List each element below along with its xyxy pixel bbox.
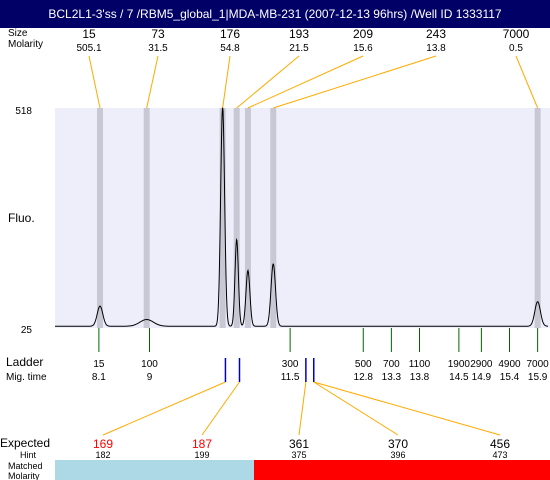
peak-leader-73 bbox=[146, 55, 159, 109]
peak-size-209: 209 bbox=[353, 27, 373, 41]
ladder-label: Ladder bbox=[6, 355, 43, 369]
peak-molarity-176: 54.8 bbox=[220, 43, 240, 54]
expected-header: Expected bbox=[0, 436, 50, 450]
peak-leader-193 bbox=[236, 55, 300, 109]
peak-band-243 bbox=[270, 108, 277, 328]
expected-leader-169 bbox=[102, 381, 226, 436]
peak-molarity-7000: 0.5 bbox=[509, 43, 523, 54]
ladder-migtime-1100: 13.8 bbox=[410, 372, 430, 383]
expected-value-370: 370 bbox=[388, 437, 408, 451]
size-header: Size bbox=[8, 28, 28, 39]
expected-value-456: 456 bbox=[490, 437, 510, 451]
peak-size-243: 243 bbox=[426, 27, 446, 41]
ladder-size-500: 500 bbox=[355, 359, 372, 370]
ladder-size-100: 100 bbox=[141, 359, 158, 370]
peak-leader-15 bbox=[88, 55, 101, 109]
peak-band-73 bbox=[143, 108, 150, 328]
ladder-migtime-4900: 15.4 bbox=[500, 372, 520, 383]
matched-header: Matched bbox=[8, 461, 43, 471]
ladder-size-15: 15 bbox=[93, 359, 105, 370]
ladder-size-300: 300 bbox=[282, 359, 299, 370]
expected-table bbox=[55, 460, 550, 480]
peak-leader-176 bbox=[222, 55, 231, 109]
marker-bands bbox=[55, 108, 550, 328]
y-axis-label: Fluo. bbox=[8, 211, 35, 225]
peak-band-193 bbox=[233, 108, 240, 328]
y-tick-max: 518 bbox=[15, 106, 32, 117]
ladder-migtime-2900: 14.9 bbox=[472, 372, 492, 383]
ladder-migtime-7000: 15.9 bbox=[528, 372, 548, 383]
expected-leader-361 bbox=[298, 381, 307, 436]
peak-size-176: 176 bbox=[220, 27, 240, 41]
molarity-header: Molarity bbox=[8, 39, 43, 50]
peak-size-73: 73 bbox=[151, 27, 165, 41]
peak-size-15: 15 bbox=[82, 27, 96, 41]
ladder-migtime-100: 9 bbox=[147, 372, 153, 383]
peak-leader-243 bbox=[273, 55, 437, 109]
peak-molarity-243: 13.8 bbox=[426, 43, 446, 54]
peak-band-15 bbox=[97, 108, 103, 328]
ladder-migtime-700: 13.3 bbox=[382, 372, 402, 383]
peak-molarity-193: 21.5 bbox=[289, 43, 309, 54]
window-title: BCL2L1-3'ss / 7 /RBM5_global_1|MDA-MB-23… bbox=[0, 0, 550, 28]
ladder-size-1900: 1900 bbox=[448, 359, 471, 370]
peak-band-209 bbox=[244, 108, 251, 328]
expected-value-187: 187 bbox=[192, 437, 212, 451]
peak-leader-7000 bbox=[515, 55, 539, 109]
ladder-migtime-1900: 14.5 bbox=[449, 372, 469, 383]
matched-region bbox=[55, 460, 254, 480]
peak-band-176 bbox=[219, 108, 226, 328]
plot-area bbox=[55, 108, 550, 328]
peak-molarity-209: 15.6 bbox=[353, 43, 373, 54]
peak-band-7000 bbox=[534, 108, 541, 328]
ladder-size-1100: 1100 bbox=[409, 359, 431, 370]
hint-value-370: 396 bbox=[390, 450, 405, 460]
fluorescence-trace bbox=[55, 107, 548, 327]
expected-value-169: 169 bbox=[93, 437, 113, 451]
ladder-migtime-300: 11.5 bbox=[281, 372, 300, 383]
hint-value-187: 199 bbox=[194, 450, 209, 460]
ladder-size-2900: 2900 bbox=[470, 359, 493, 370]
hint-value-361: 375 bbox=[291, 450, 306, 460]
peak-size-193: 193 bbox=[289, 27, 309, 41]
expected-leader-456 bbox=[313, 381, 501, 436]
hint-header: Hint bbox=[20, 450, 37, 460]
ladder-size-7000: 7000 bbox=[527, 359, 550, 370]
hint-value-169: 182 bbox=[95, 450, 110, 460]
migtime-label: Mig. time bbox=[6, 372, 47, 383]
ladder-size-4900: 4900 bbox=[498, 359, 521, 370]
unmatched-region bbox=[254, 460, 550, 480]
hint-value-456: 473 bbox=[492, 450, 507, 460]
expected-leader-187 bbox=[201, 381, 240, 436]
expected-value-361: 361 bbox=[289, 437, 309, 451]
tick-layer bbox=[98, 328, 539, 382]
peak-molarity-15: 505.1 bbox=[76, 43, 101, 54]
ladder-migtime-15: 8.1 bbox=[92, 372, 106, 383]
ladder-migtime-500: 12.8 bbox=[354, 372, 374, 383]
ladder-size-700: 700 bbox=[383, 359, 400, 370]
trace-layer bbox=[55, 107, 548, 327]
y-tick-min: 25 bbox=[21, 325, 33, 336]
expected-leader-370 bbox=[313, 381, 399, 436]
peak-molarity-73: 31.5 bbox=[148, 43, 168, 54]
peak-leader-209 bbox=[247, 55, 364, 109]
molarity-row-header: Molarity bbox=[8, 471, 40, 480]
peak-size-7000: 7000 bbox=[503, 27, 530, 41]
leader-lines bbox=[88, 55, 539, 436]
